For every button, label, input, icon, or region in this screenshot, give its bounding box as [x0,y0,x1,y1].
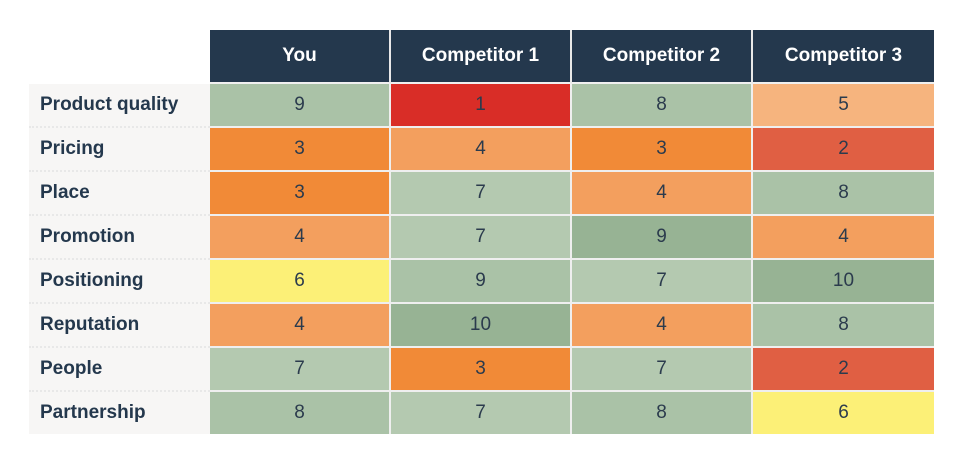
score-cell: 10 [753,260,934,304]
header-corner [29,30,210,84]
score-cell: 5 [753,84,934,128]
score-cell: 4 [572,304,753,348]
score-cell: 8 [210,392,391,434]
score-cell: 8 [753,172,934,216]
score-cell: 7 [391,392,572,434]
score-cell: 8 [572,392,753,434]
row-label: Promotion [29,216,210,260]
score-cell: 1 [391,84,572,128]
score-cell: 7 [210,348,391,392]
column-header-competitor-3: Competitor 3 [753,30,934,84]
score-cell: 9 [391,260,572,304]
row-label: Product quality [29,84,210,128]
column-header-competitor-1: Competitor 1 [391,30,572,84]
score-cell: 3 [391,348,572,392]
column-header-competitor-2: Competitor 2 [572,30,753,84]
table-row: Positioning 6 9 7 10 [29,260,934,304]
score-cell: 8 [753,304,934,348]
score-cell: 7 [572,260,753,304]
competitor-comparison-table: You Competitor 1 Competitor 2 Competitor… [29,30,934,434]
row-label: Partnership [29,392,210,434]
score-cell: 3 [210,172,391,216]
score-cell: 4 [391,128,572,172]
score-cell: 3 [572,128,753,172]
table-row: Reputation 4 10 4 8 [29,304,934,348]
header-row: You Competitor 1 Competitor 2 Competitor… [29,30,934,84]
score-cell: 3 [210,128,391,172]
score-cell: 2 [753,128,934,172]
score-cell: 10 [391,304,572,348]
row-label: Reputation [29,304,210,348]
score-cell: 9 [210,84,391,128]
column-header-you: You [210,30,391,84]
table-row: Partnership 8 7 8 6 [29,392,934,434]
table-row: Place 3 7 4 8 [29,172,934,216]
table-row: Product quality 9 1 8 5 [29,84,934,128]
score-cell: 7 [572,348,753,392]
score-cell: 9 [572,216,753,260]
score-cell: 4 [210,216,391,260]
row-label: Place [29,172,210,216]
score-cell: 7 [391,172,572,216]
score-cell: 4 [753,216,934,260]
score-cell: 4 [210,304,391,348]
table-row: Pricing 3 4 3 2 [29,128,934,172]
score-cell: 6 [210,260,391,304]
score-cell: 7 [391,216,572,260]
table-row: Promotion 4 7 9 4 [29,216,934,260]
row-label: Pricing [29,128,210,172]
score-cell: 2 [753,348,934,392]
score-cell: 6 [753,392,934,434]
row-label: People [29,348,210,392]
score-cell: 8 [572,84,753,128]
row-label: Positioning [29,260,210,304]
table-row: People 7 3 7 2 [29,348,934,392]
score-cell: 4 [572,172,753,216]
